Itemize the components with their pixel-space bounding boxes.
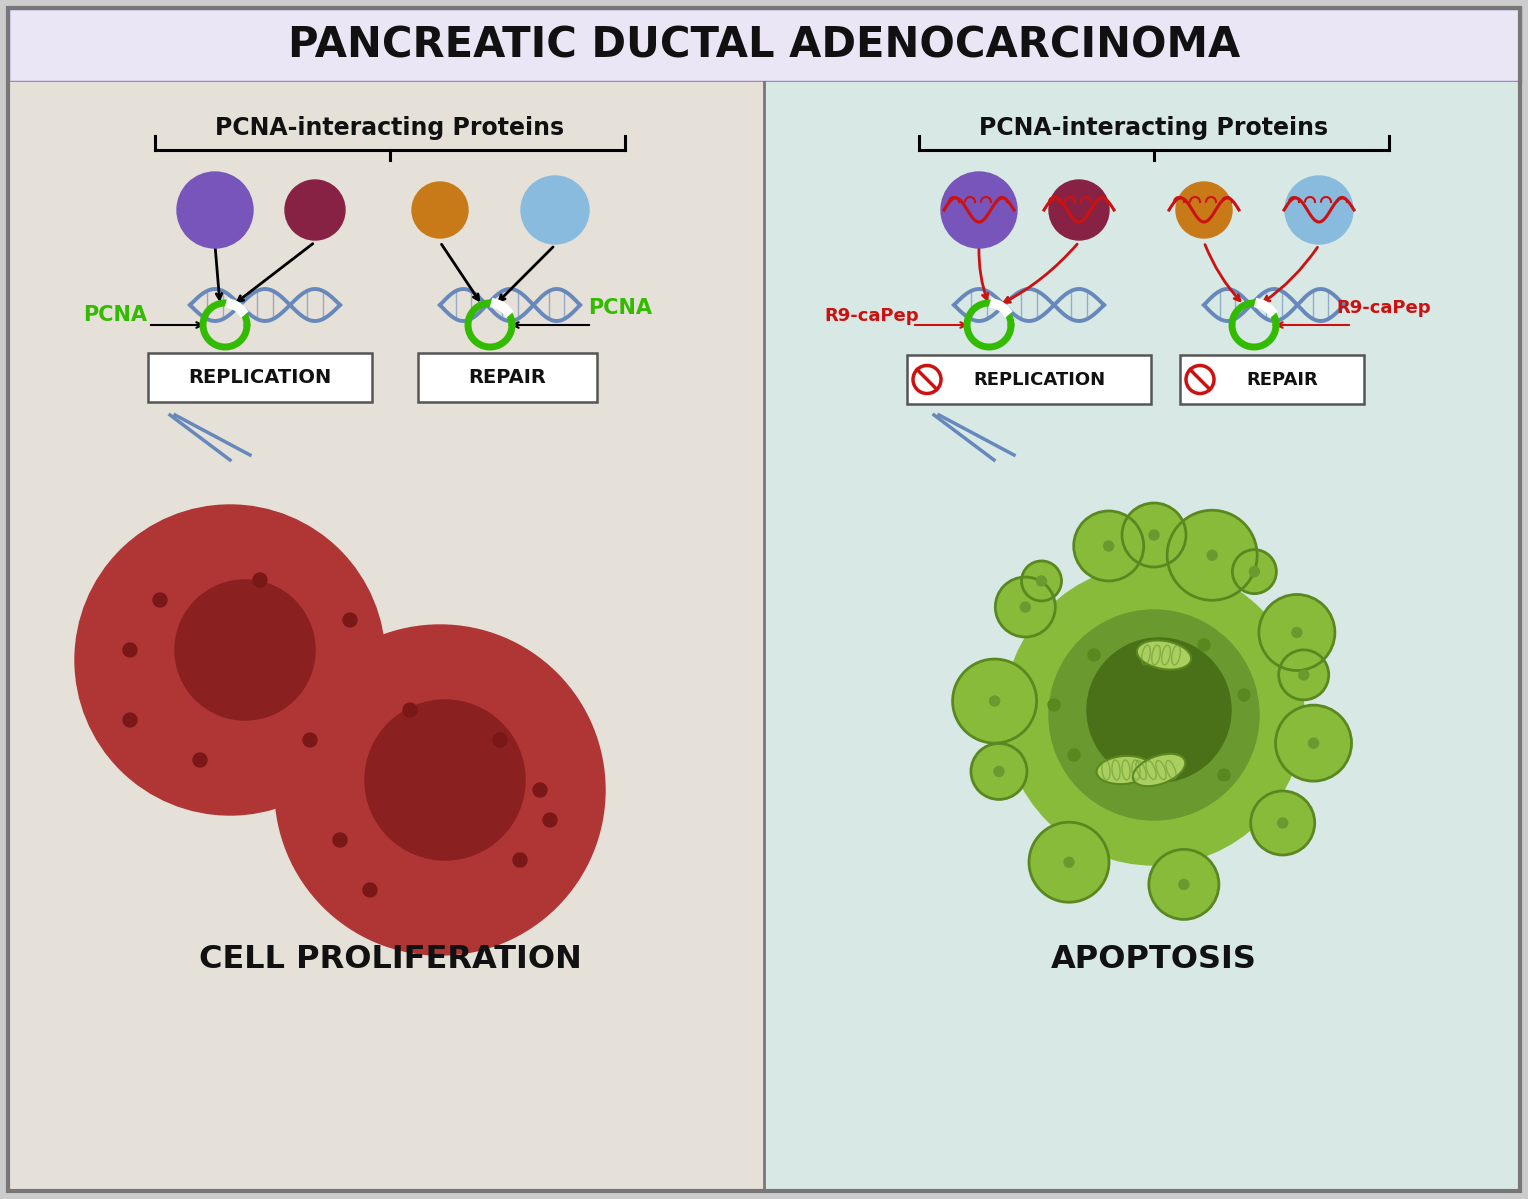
FancyBboxPatch shape bbox=[764, 82, 1520, 1191]
FancyBboxPatch shape bbox=[419, 353, 597, 402]
Circle shape bbox=[286, 180, 345, 240]
Circle shape bbox=[1218, 769, 1230, 781]
Circle shape bbox=[1103, 541, 1114, 552]
Circle shape bbox=[941, 171, 1018, 248]
Circle shape bbox=[75, 505, 385, 815]
Circle shape bbox=[1004, 565, 1303, 864]
Circle shape bbox=[1276, 705, 1352, 781]
Circle shape bbox=[122, 713, 138, 727]
Circle shape bbox=[1021, 602, 1030, 611]
Circle shape bbox=[1299, 670, 1308, 680]
Circle shape bbox=[542, 813, 558, 827]
Circle shape bbox=[413, 182, 468, 237]
Text: R9-caPep: R9-caPep bbox=[1337, 299, 1432, 317]
Circle shape bbox=[1180, 879, 1189, 890]
Text: APOPTOSIS: APOPTOSIS bbox=[1051, 945, 1258, 976]
Circle shape bbox=[122, 643, 138, 657]
Circle shape bbox=[990, 697, 999, 706]
Circle shape bbox=[275, 625, 605, 954]
Circle shape bbox=[1250, 567, 1259, 577]
Circle shape bbox=[365, 700, 526, 860]
FancyBboxPatch shape bbox=[148, 353, 371, 402]
Circle shape bbox=[1088, 649, 1100, 661]
Circle shape bbox=[521, 176, 588, 245]
Circle shape bbox=[1068, 749, 1080, 761]
Text: R9-caPep: R9-caPep bbox=[825, 307, 920, 325]
Circle shape bbox=[193, 753, 206, 767]
Circle shape bbox=[1022, 561, 1062, 601]
Circle shape bbox=[1198, 639, 1210, 651]
Circle shape bbox=[952, 659, 1036, 743]
Circle shape bbox=[1207, 550, 1218, 560]
Circle shape bbox=[1277, 818, 1288, 829]
Text: PANCREATIC DUCTAL ADENOCARCINOMA: PANCREATIC DUCTAL ADENOCARCINOMA bbox=[287, 24, 1241, 66]
Circle shape bbox=[1233, 549, 1276, 594]
Text: REPLICATION: REPLICATION bbox=[188, 368, 332, 387]
Circle shape bbox=[1149, 849, 1219, 920]
Circle shape bbox=[177, 171, 254, 248]
Circle shape bbox=[1279, 650, 1329, 700]
Circle shape bbox=[342, 613, 358, 627]
Circle shape bbox=[403, 703, 417, 717]
Circle shape bbox=[1050, 610, 1259, 820]
Circle shape bbox=[176, 580, 315, 721]
Circle shape bbox=[1122, 504, 1186, 567]
Circle shape bbox=[1291, 627, 1302, 638]
Circle shape bbox=[993, 766, 1004, 777]
Circle shape bbox=[995, 577, 1056, 637]
Circle shape bbox=[1177, 182, 1232, 237]
Text: REPAIR: REPAIR bbox=[469, 368, 547, 387]
FancyBboxPatch shape bbox=[8, 82, 764, 1191]
Circle shape bbox=[1251, 791, 1314, 855]
Circle shape bbox=[970, 743, 1027, 800]
Circle shape bbox=[1238, 689, 1250, 701]
Circle shape bbox=[1285, 176, 1352, 245]
Text: CELL PROLIFERATION: CELL PROLIFERATION bbox=[199, 945, 582, 976]
Circle shape bbox=[1086, 638, 1232, 782]
Text: REPLICATION: REPLICATION bbox=[973, 370, 1105, 388]
FancyBboxPatch shape bbox=[8, 8, 1520, 82]
Circle shape bbox=[1028, 823, 1109, 902]
Circle shape bbox=[494, 733, 507, 747]
Circle shape bbox=[1167, 511, 1258, 601]
Ellipse shape bbox=[1137, 640, 1192, 669]
Circle shape bbox=[1308, 739, 1319, 748]
Text: PCNA-interacting Proteins: PCNA-interacting Proteins bbox=[215, 116, 564, 140]
FancyBboxPatch shape bbox=[1180, 355, 1365, 404]
Circle shape bbox=[1074, 511, 1143, 582]
Circle shape bbox=[1048, 699, 1060, 711]
FancyBboxPatch shape bbox=[908, 355, 1151, 404]
Circle shape bbox=[254, 573, 267, 588]
Circle shape bbox=[153, 594, 167, 607]
Circle shape bbox=[303, 733, 316, 747]
Circle shape bbox=[364, 882, 377, 897]
Circle shape bbox=[1050, 180, 1109, 240]
Ellipse shape bbox=[1097, 755, 1152, 784]
Circle shape bbox=[513, 852, 527, 867]
Circle shape bbox=[1063, 857, 1074, 867]
Circle shape bbox=[1036, 576, 1047, 586]
Circle shape bbox=[333, 833, 347, 846]
Circle shape bbox=[1149, 530, 1160, 540]
Circle shape bbox=[1259, 595, 1335, 670]
Circle shape bbox=[533, 783, 547, 797]
Text: PCNA: PCNA bbox=[83, 305, 147, 325]
Ellipse shape bbox=[1132, 754, 1186, 787]
Text: REPAIR: REPAIR bbox=[1247, 370, 1317, 388]
Text: PCNA-interacting Proteins: PCNA-interacting Proteins bbox=[979, 116, 1328, 140]
Text: PCNA: PCNA bbox=[588, 299, 652, 318]
